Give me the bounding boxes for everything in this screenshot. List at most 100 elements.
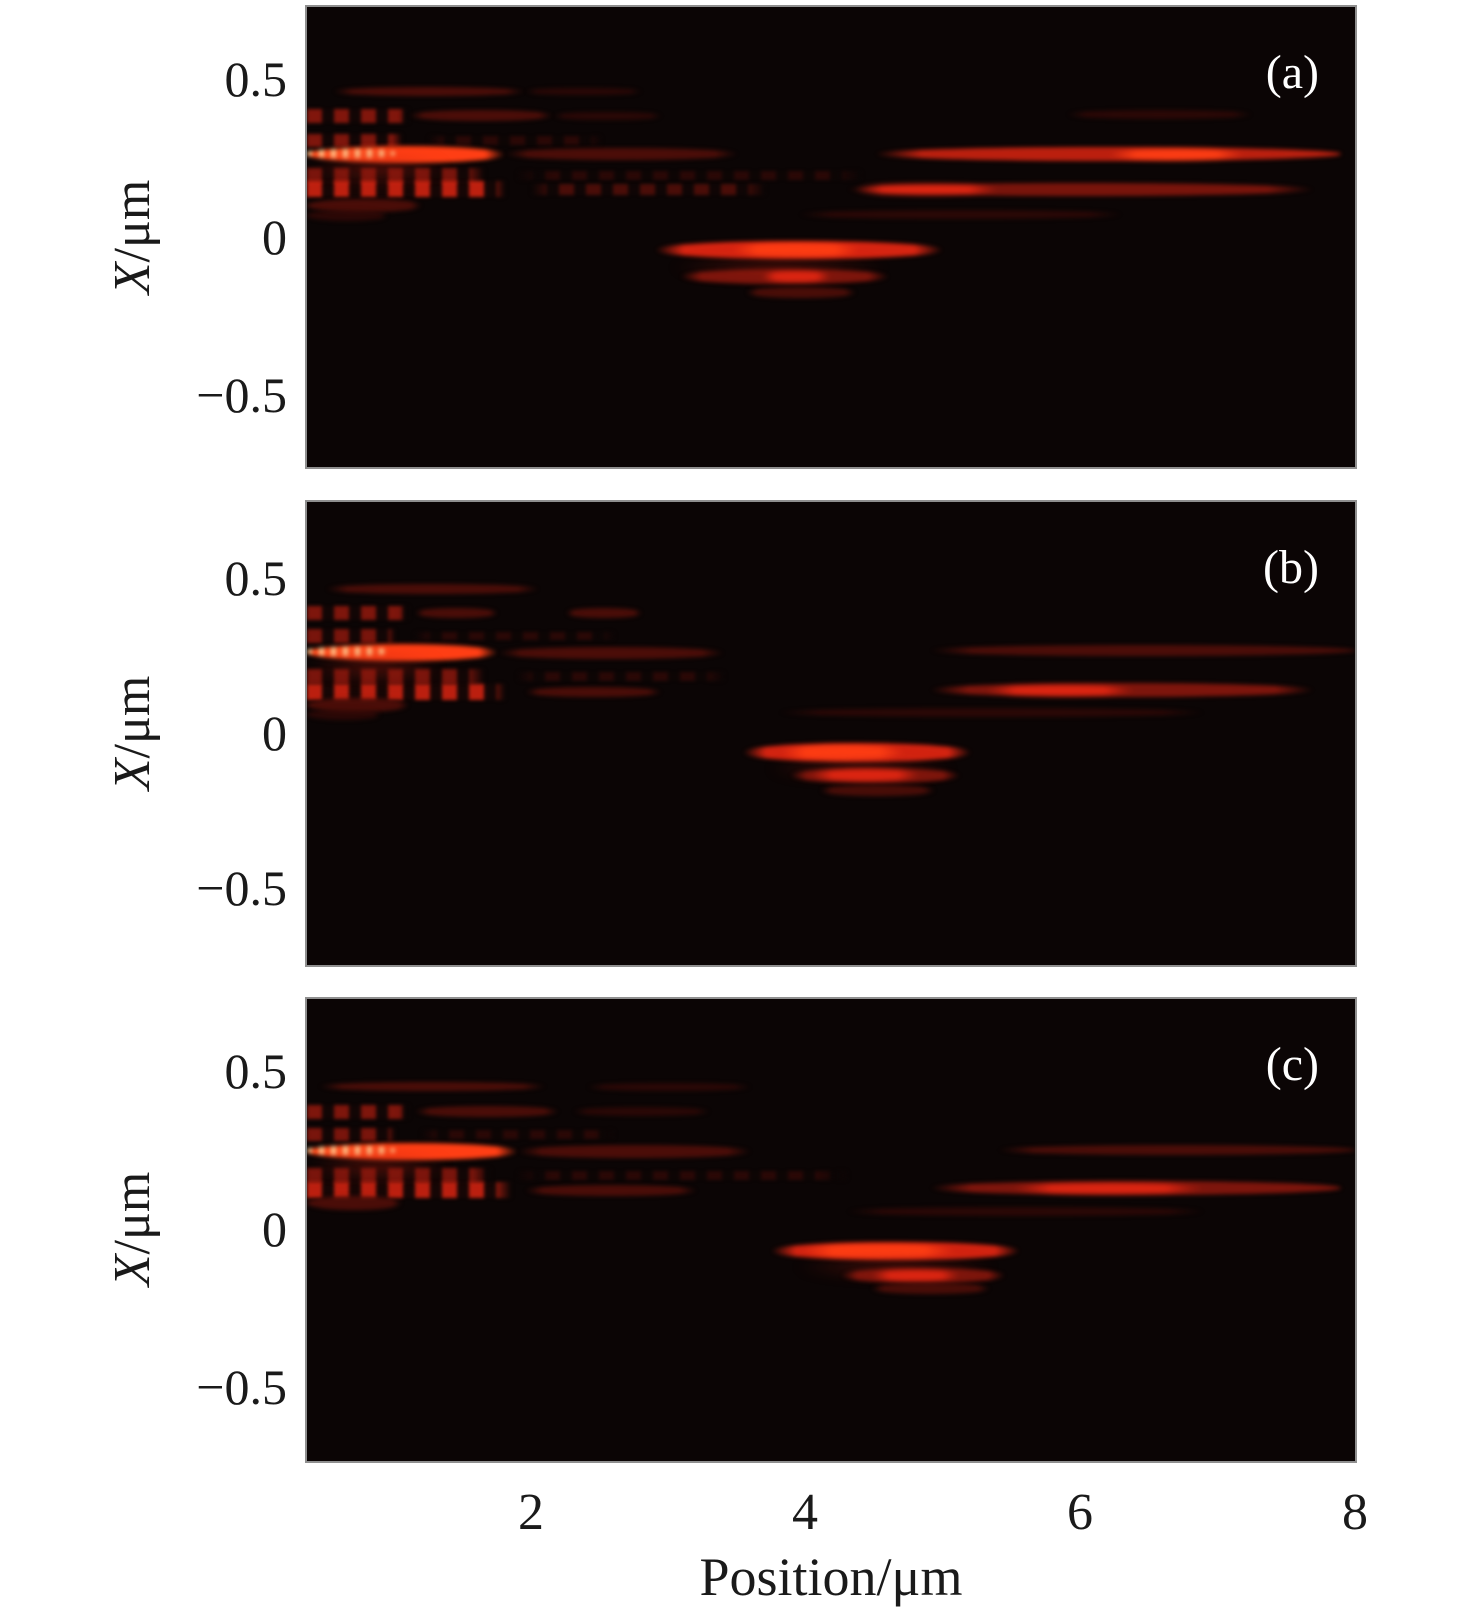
intensity-streak	[870, 1283, 991, 1294]
intensity-streak	[307, 683, 505, 700]
intensity-streak	[429, 135, 601, 145]
intensity-streak	[307, 644, 498, 662]
intensity-streak	[874, 147, 1342, 162]
intensity-streak	[847, 183, 1314, 196]
intensity-streak	[307, 1142, 519, 1160]
y-axis-label-unit: /μm	[104, 675, 161, 759]
intensity-streak	[770, 1241, 1021, 1261]
intensity-streak	[307, 697, 409, 712]
intensity-streak	[525, 87, 642, 96]
intensity-streak	[745, 287, 856, 298]
heatmap-panel-c: (c)	[305, 997, 1357, 1463]
ytick-c-0: 0	[262, 1201, 287, 1257]
xtick-2: 2	[518, 1484, 544, 1541]
streak-bright-core	[730, 242, 862, 258]
intensity-streak	[820, 785, 936, 796]
intensity-streak	[307, 133, 402, 148]
intensity-streak	[518, 1171, 848, 1180]
ytick-b-0: 0	[262, 705, 287, 761]
intensity-streak	[415, 1106, 560, 1117]
streak-bright-core	[984, 684, 1136, 696]
intensity-streak	[307, 168, 484, 184]
intensity-streak	[518, 171, 862, 180]
intensity-streak	[307, 629, 395, 643]
intensity-streak	[552, 111, 663, 121]
intensity-streak	[504, 148, 738, 161]
intensity-streak	[573, 1107, 711, 1117]
ytick-a-05: 0.5	[224, 51, 288, 107]
intensity-streak	[847, 1206, 1205, 1216]
intensity-streak	[333, 86, 526, 96]
intensity-streak	[531, 184, 766, 195]
intensity-streak	[307, 1196, 402, 1211]
intensity-streak	[929, 645, 1355, 657]
y-axis-label-variable: X	[104, 262, 161, 295]
intensity-streak	[518, 1145, 752, 1158]
intensity-streak	[307, 145, 505, 163]
hot-core-speckle	[307, 1146, 395, 1155]
hot-core-speckle	[307, 647, 388, 657]
intensity-streak	[408, 110, 553, 122]
intensity-streak	[929, 1181, 1342, 1196]
streak-bright-core	[1108, 148, 1246, 160]
intensity-streak	[415, 607, 498, 619]
intensity-streak	[307, 1127, 395, 1142]
intensity-streak	[998, 1144, 1355, 1155]
streak-bright-core	[810, 769, 921, 782]
intensity-streak	[307, 1182, 512, 1199]
y-axis-label-unit: /μm	[104, 179, 161, 263]
y-axis-label-a: X/μm	[104, 179, 161, 295]
ytick-a-m05: −0.5	[196, 367, 287, 423]
panel-label-c: (c)	[1265, 1038, 1319, 1091]
intensity-streak	[307, 1104, 409, 1119]
intensity-streak	[307, 1168, 491, 1183]
heatmap-panel-b: (b)	[305, 500, 1357, 967]
y-axis-label-unit: /μm	[104, 1171, 161, 1255]
heatmap-panel-a: (a)	[305, 5, 1357, 469]
heatmap-canvas-b	[307, 502, 1355, 965]
intensity-streak	[655, 240, 944, 260]
intensity-streak	[415, 631, 615, 641]
heatmap-canvas-a	[307, 7, 1355, 467]
streak-bright-core	[854, 184, 999, 195]
x-axis-label: Position/μm	[699, 1547, 963, 1607]
intensity-streak	[743, 743, 971, 762]
intensity-streak	[1066, 110, 1253, 119]
heatmap-canvas-c	[307, 999, 1355, 1461]
xtick-8: 8	[1342, 1484, 1368, 1541]
intensity-streak	[307, 606, 409, 621]
ytick-b-05: 0.5	[224, 550, 288, 606]
intensity-streak	[518, 672, 724, 682]
streak-bright-core	[870, 1269, 960, 1282]
panel-label-a: (a)	[1265, 46, 1319, 99]
streak-bright-core	[780, 744, 906, 760]
intensity-streak	[307, 669, 484, 685]
intensity-streak	[778, 708, 1205, 717]
y-axis-label-b: X/μm	[104, 675, 161, 791]
intensity-streak	[422, 1130, 615, 1139]
xtick-4: 4	[792, 1484, 818, 1541]
xtick-6: 6	[1067, 1484, 1093, 1541]
intensity-streak	[319, 1082, 546, 1092]
intensity-streak	[307, 209, 388, 221]
intensity-streak	[929, 683, 1314, 698]
y-axis-label-variable: X	[104, 758, 161, 791]
intensity-streak	[307, 709, 382, 721]
intensity-streak	[799, 210, 1122, 219]
ytick-c-05: 0.5	[224, 1043, 288, 1099]
intensity-streak	[586, 1082, 752, 1091]
intensity-streak	[307, 198, 423, 213]
panel-label-b: (b)	[1263, 541, 1319, 594]
intensity-streak	[307, 108, 409, 123]
intensity-streak	[840, 1268, 1006, 1283]
streak-bright-core	[761, 270, 831, 283]
y-axis-label-c: X/μm	[104, 1171, 161, 1287]
intensity-streak	[326, 584, 539, 594]
intensity-streak	[525, 1185, 697, 1196]
intensity-streak	[566, 608, 642, 618]
y-axis-label-variable: X	[104, 1254, 161, 1287]
intensity-streak	[497, 646, 724, 660]
intensity-streak	[680, 269, 889, 284]
intensity-streak	[789, 767, 960, 783]
ytick-c-m05: −0.5	[196, 1359, 287, 1415]
